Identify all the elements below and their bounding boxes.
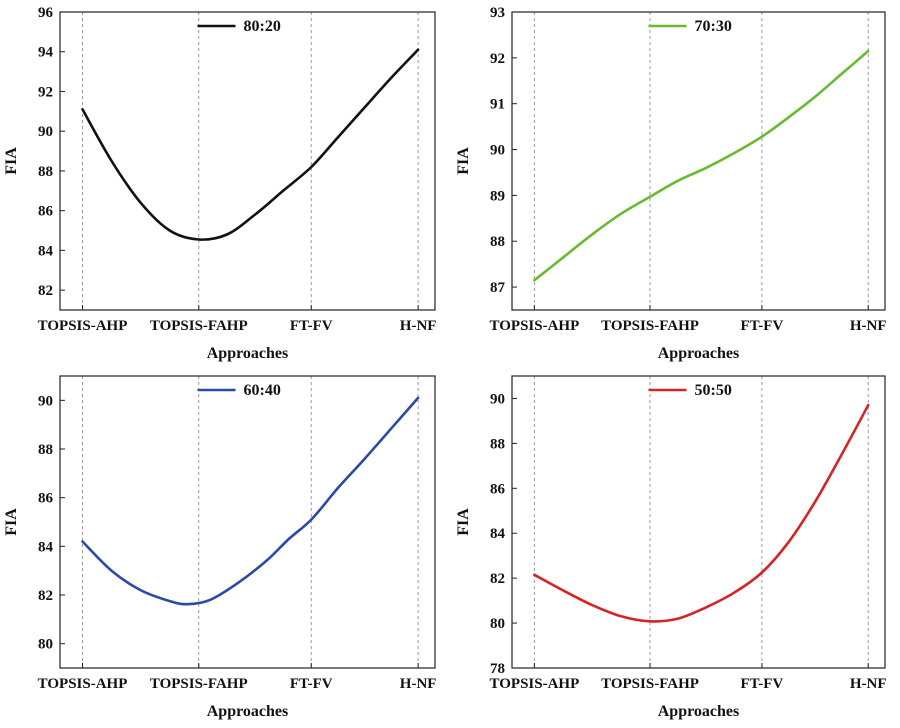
y-axis-title: FIA <box>3 147 20 175</box>
x-tick-label: TOPSIS-FAHP <box>150 318 248 334</box>
plot-frame <box>59 375 436 669</box>
y-tick-label: 80 <box>490 616 505 632</box>
y-tick-label: 94 <box>38 45 54 61</box>
legend-label: 50:50 <box>695 382 732 399</box>
series-line <box>81 48 420 241</box>
x-tick-label: FT-FV <box>741 676 784 692</box>
x-tick-label: TOPSIS-AHP <box>38 318 128 334</box>
x-tick-label: TOPSIS-AHP <box>490 318 580 334</box>
plot-frame <box>511 11 886 311</box>
x-tick-label: TOPSIS-FAHP <box>150 676 248 692</box>
y-tick-label: 80 <box>38 637 53 653</box>
y-tick-label: 90 <box>490 143 505 159</box>
chart-panel-2: 87 88 89 90 91 92 93 TOPSIS-AHP TOPSIS-FAHP FT-FV… <box>455 5 887 362</box>
y-tick-label: 84 <box>38 539 54 555</box>
x-tick-label: TOPSIS-FAHP <box>601 318 699 334</box>
x-tick-label: H-NF <box>400 318 437 334</box>
x-tick-label: FT-FV <box>290 676 333 692</box>
x-axis-title: Approaches <box>658 703 740 720</box>
y-tick-label: 78 <box>490 661 505 677</box>
y-axis-title: FIA <box>455 508 472 536</box>
x-tick-label: FT-FV <box>741 318 784 334</box>
chart-panel-3: 80 82 84 86 88 90 TOPSIS-AHP TOPSIS-FAHP FT-FV H-… <box>3 375 437 720</box>
y-axis-title: FIA <box>3 508 20 536</box>
series-line <box>533 49 870 282</box>
y-tick-label: 96 <box>38 5 54 21</box>
y-tick-label: 90 <box>490 391 505 407</box>
series-line <box>533 403 870 623</box>
y-tick-label: 88 <box>38 442 53 458</box>
y-tick-label: 82 <box>38 588 53 604</box>
x-axis-title: Approaches <box>207 345 289 362</box>
legend-label: 60:40 <box>244 382 281 399</box>
y-tick-label: 86 <box>38 204 54 220</box>
y-tick-label: 88 <box>490 436 505 452</box>
legend-label: 70:30 <box>695 18 732 35</box>
y-tick-label: 91 <box>490 97 505 113</box>
x-tick-label: TOPSIS-FAHP <box>601 676 699 692</box>
y-tick-label: 90 <box>38 393 53 409</box>
y-tick-label: 90 <box>38 124 53 140</box>
plot-frame <box>59 11 436 311</box>
y-tick-label: 92 <box>38 84 53 100</box>
x-tick-label: H-NF <box>400 676 437 692</box>
y-tick-label: 88 <box>490 234 505 250</box>
y-tick-label: 92 <box>490 51 505 67</box>
y-tick-label: 93 <box>490 5 505 21</box>
x-tick-label: TOPSIS-AHP <box>490 676 580 692</box>
series-line <box>81 396 420 606</box>
x-tick-label: TOPSIS-AHP <box>38 676 128 692</box>
x-tick-label: FT-FV <box>290 318 333 334</box>
y-tick-label: 86 <box>490 481 506 497</box>
y-tick-label: 86 <box>38 491 54 507</box>
y-tick-label: 89 <box>490 188 505 204</box>
y-tick-label: 82 <box>490 571 505 587</box>
chart-panel-4: 78 80 82 84 86 88 90 TOPSIS-AHP TOPSIS-FAHP FT-FV… <box>455 375 887 720</box>
y-tick-label: 84 <box>490 526 506 542</box>
legend-label: 80:20 <box>244 18 281 35</box>
y-tick-label: 82 <box>38 283 53 299</box>
x-tick-label: H-NF <box>850 676 887 692</box>
y-tick-label: 87 <box>490 280 506 296</box>
chart-panel-1: 82 84 86 88 90 92 94 96 TOPSIS-AHP TOPSIS-FAHP FT-… <box>3 5 436 362</box>
y-tick-label: 88 <box>38 164 53 180</box>
y-axis-title: FIA <box>455 147 472 175</box>
x-axis-title: Approaches <box>207 703 289 720</box>
x-tick-label: H-NF <box>850 318 887 334</box>
x-axis-title: Approaches <box>658 345 740 362</box>
plot-frame <box>511 375 886 669</box>
y-tick-label: 84 <box>38 243 54 259</box>
